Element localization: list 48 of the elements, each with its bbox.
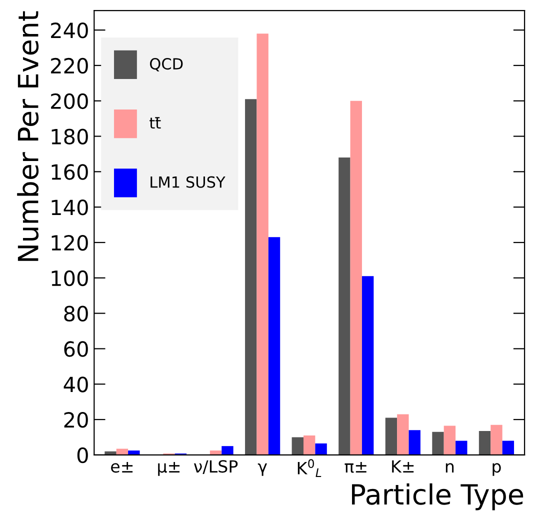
y-tick-label: 0 <box>77 447 88 464</box>
bar <box>350 100 362 455</box>
x-tick-label: p <box>492 463 501 476</box>
y-tick-label: 120 <box>52 234 88 251</box>
bar <box>292 437 304 455</box>
x-tick-label: μ± <box>158 462 180 476</box>
bar <box>490 424 502 455</box>
y-axis-title: Number Per Event <box>17 11 39 261</box>
y-tick-label: 200 <box>51 93 88 110</box>
bar <box>116 448 128 455</box>
legend-label: tt̄ <box>150 117 161 129</box>
y-tick-label: 220 <box>51 58 88 74</box>
bar <box>397 414 409 455</box>
x-tick-label: n <box>446 463 454 472</box>
bar <box>502 440 514 455</box>
y-tick-label: 40 <box>64 376 88 392</box>
y-tick-label: 20 <box>64 412 88 428</box>
bar <box>245 99 257 455</box>
y-tick-label: 180 <box>52 128 88 144</box>
bar <box>304 435 316 455</box>
x-tick-label: K± <box>392 460 414 472</box>
bar <box>408 430 420 455</box>
bar <box>385 418 398 455</box>
y-tick-label: 100 <box>52 270 88 286</box>
y-tick-label: 240 <box>51 22 88 38</box>
x-tick-label: e± <box>111 462 133 473</box>
legend-label: LM1 SUSY <box>150 176 226 188</box>
legend-label: QCD <box>150 58 183 72</box>
bar <box>456 440 468 455</box>
bar <box>362 276 374 455</box>
y-tick-label: 140 <box>52 200 88 216</box>
bar <box>444 426 456 455</box>
bar <box>432 432 444 455</box>
x-tick-label: ν/LSP <box>194 460 238 474</box>
y-tick-label: 160 <box>52 164 88 180</box>
bar <box>128 450 140 455</box>
bar <box>268 237 280 455</box>
bar <box>315 443 327 455</box>
x-tick-label: γ <box>258 463 267 476</box>
bar <box>338 158 350 455</box>
bar <box>256 34 268 455</box>
y-tick-label: 80 <box>64 306 88 322</box>
bar <box>478 431 491 455</box>
x-tick-label: K$^{0}$$_{L}$ <box>298 459 322 477</box>
bar <box>222 446 234 455</box>
x-axis-title: Particle Type <box>352 483 524 510</box>
y-tick-label: 60 <box>64 341 88 357</box>
x-tick-label: π± <box>344 462 366 473</box>
